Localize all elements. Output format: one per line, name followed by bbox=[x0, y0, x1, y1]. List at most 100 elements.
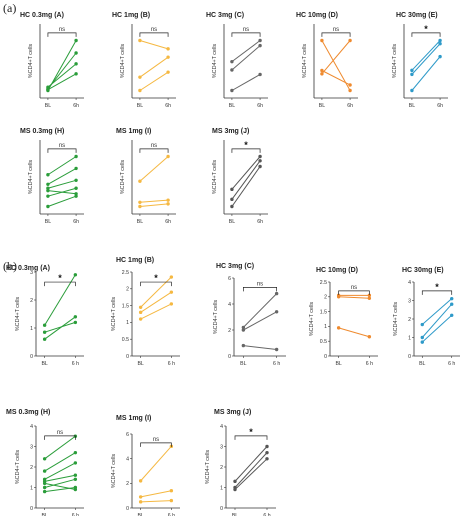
x-tick-label: BL bbox=[419, 361, 425, 367]
data-point bbox=[258, 154, 262, 159]
series-line bbox=[420, 296, 454, 327]
series-line bbox=[42, 273, 78, 327]
data-point bbox=[74, 192, 78, 196]
data-point bbox=[348, 83, 352, 87]
data-point bbox=[367, 335, 372, 339]
data-point bbox=[138, 204, 142, 209]
series-line bbox=[46, 178, 78, 190]
chart-title: HC 1mg (B) bbox=[112, 12, 150, 19]
data-point bbox=[169, 290, 174, 294]
data-point bbox=[336, 326, 341, 330]
data-point bbox=[74, 194, 78, 198]
x-tick-label: BL bbox=[240, 361, 246, 367]
y-tick-label: 2 bbox=[126, 287, 129, 293]
data-point bbox=[42, 457, 47, 461]
x-tick-label: 6 h bbox=[72, 361, 79, 367]
data-point bbox=[46, 173, 50, 177]
x-tick-label: 6h bbox=[257, 103, 263, 109]
data-point bbox=[74, 154, 78, 159]
series-segment bbox=[231, 166, 261, 207]
data-point bbox=[138, 75, 142, 79]
series-line bbox=[138, 498, 174, 504]
x-tick-label: BL bbox=[137, 219, 143, 225]
series-segment bbox=[47, 63, 77, 88]
significance-label: ns bbox=[57, 430, 63, 436]
y-tick-label: 2 bbox=[30, 465, 33, 471]
y-tick-label: 3 bbox=[408, 298, 411, 304]
y-tick-label: 0 bbox=[126, 506, 129, 512]
series-line bbox=[138, 489, 174, 499]
y-tick-label: 1 bbox=[324, 324, 327, 330]
series-segment bbox=[411, 40, 441, 71]
data-point bbox=[138, 500, 143, 504]
series-segment bbox=[231, 45, 261, 71]
series-line bbox=[336, 326, 372, 339]
x-tick-label: 6h bbox=[165, 219, 171, 225]
x-tick-label: BL bbox=[229, 103, 235, 109]
data-point bbox=[230, 68, 234, 72]
y-axis-label: %CD4+T cells bbox=[120, 160, 126, 195]
series-line bbox=[42, 315, 78, 341]
series-line bbox=[320, 68, 352, 87]
significance-label: ns bbox=[59, 27, 65, 33]
data-point bbox=[42, 323, 47, 327]
data-point bbox=[42, 485, 47, 490]
data-point bbox=[320, 72, 324, 76]
series-line bbox=[241, 310, 279, 332]
significance-bracket bbox=[421, 290, 453, 295]
series-segment bbox=[234, 458, 268, 490]
series-segment bbox=[139, 203, 169, 207]
data-point bbox=[258, 38, 262, 43]
chart-title: MS 0.3mg (H) bbox=[20, 128, 64, 135]
y-tick-label: 4 bbox=[408, 280, 411, 286]
y-axis-label: %CD4+T cells bbox=[212, 160, 218, 195]
series-segment bbox=[139, 156, 169, 182]
x-tick-label: 6h bbox=[437, 103, 443, 109]
series-line bbox=[420, 313, 454, 344]
chart-title: HC 0.3mg (A) bbox=[6, 265, 50, 272]
data-point bbox=[42, 469, 47, 473]
y-tick-label: 0 bbox=[408, 354, 411, 360]
y-tick-label: 2.5 bbox=[320, 280, 327, 286]
series-line bbox=[138, 198, 170, 204]
y-tick-label: 4 bbox=[126, 456, 129, 462]
y-tick-label: 2 bbox=[408, 317, 411, 323]
series-line bbox=[138, 55, 170, 79]
significance-label: ns bbox=[151, 27, 157, 33]
y-axis-label: %CD4+T cells bbox=[28, 160, 34, 195]
chart-b-12: HC 30mg (E) 0 1 2 3 4 %CD4+T cells BL 6 h * bbox=[393, 267, 460, 367]
y-tick-label: 4 bbox=[30, 424, 33, 430]
data-point bbox=[42, 337, 47, 341]
data-point bbox=[348, 88, 352, 93]
y-tick-label: 0 bbox=[220, 506, 223, 512]
data-point bbox=[74, 51, 78, 55]
series-segment bbox=[44, 482, 76, 491]
series-line bbox=[46, 188, 78, 196]
data-point bbox=[450, 302, 454, 306]
x-tick-label: 6 h bbox=[366, 361, 373, 367]
y-axis-label: %CD4+T cells bbox=[28, 44, 34, 79]
significance-bracket bbox=[243, 287, 277, 292]
data-point bbox=[166, 198, 170, 202]
data-point bbox=[169, 275, 174, 279]
series-line bbox=[42, 473, 78, 484]
chart-a-0: HC 0.3mg (A) %CD4+T cells BL 6h ns bbox=[20, 12, 84, 109]
data-point bbox=[138, 200, 142, 204]
series-segment bbox=[411, 43, 441, 75]
series-segment bbox=[139, 199, 169, 203]
y-tick-label: 6 bbox=[228, 276, 231, 282]
chart-title: HC 10mg (D) bbox=[296, 12, 338, 19]
chart-a-2: HC 3mg (C) %CD4+T cells BL 6h ns bbox=[206, 12, 268, 109]
data-point bbox=[258, 164, 262, 169]
data-point bbox=[438, 38, 442, 43]
x-tick-label: BL bbox=[45, 219, 51, 225]
data-point bbox=[138, 317, 143, 321]
data-point bbox=[74, 72, 78, 76]
x-tick-label: 6h bbox=[257, 219, 263, 225]
data-point bbox=[410, 88, 414, 93]
series-segment bbox=[47, 73, 77, 91]
significance-label: * bbox=[435, 282, 439, 292]
series-line bbox=[233, 457, 269, 492]
chart-title: MS 3mg (J) bbox=[214, 409, 251, 416]
data-point bbox=[169, 489, 174, 493]
